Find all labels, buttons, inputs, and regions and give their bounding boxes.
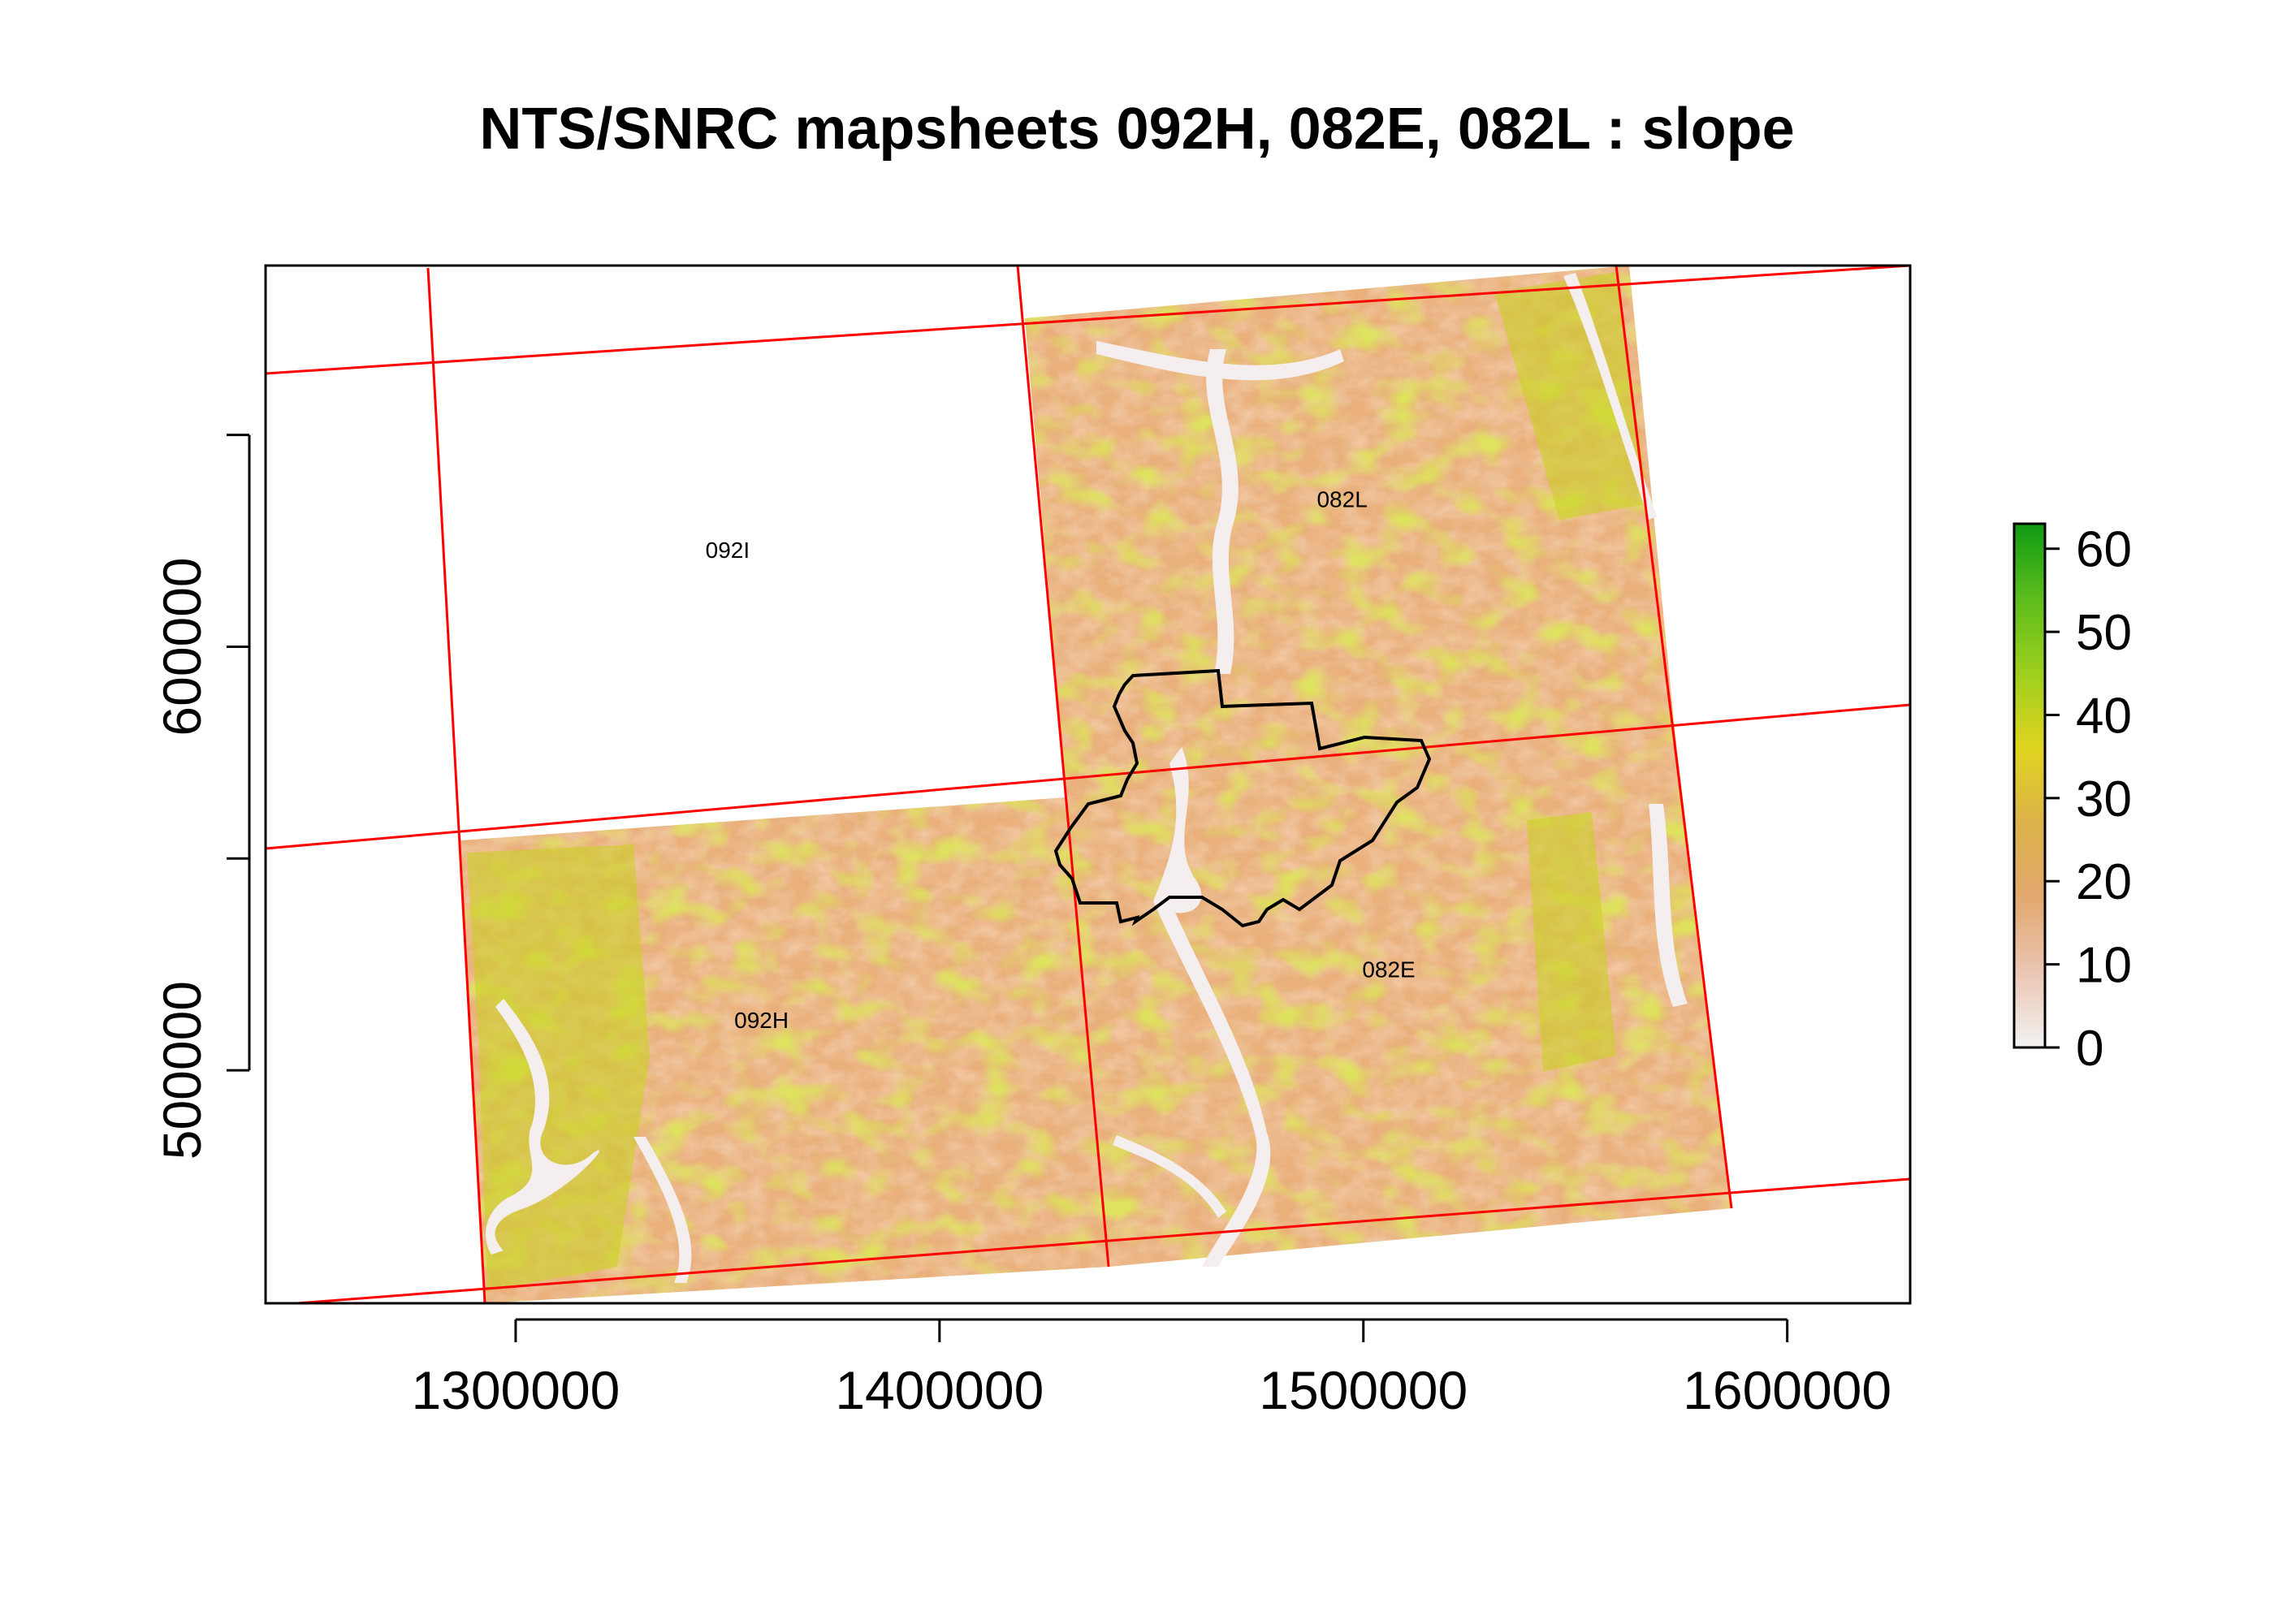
legend-tick-label: 30 [2076,771,2132,827]
mapsheet-label-092i: 092I [706,538,750,563]
y-axis: 500000 600000 [152,435,249,1160]
x-tick-label: 1300000 [411,1360,620,1420]
mapsheet-label-082l: 082L [1316,486,1367,512]
mapsheet-label-082e: 082E [1362,957,1415,982]
slope-legend: 0 10 20 30 40 50 60 [2014,522,2132,1077]
y-tick-label: 500000 [152,981,212,1160]
x-tick-label: 1600000 [1683,1360,1891,1420]
legend-tick-label: 20 [2076,854,2132,910]
mapsheet-label-092h: 092H [734,1008,789,1033]
legend-tick-label: 0 [2076,1021,2103,1077]
legend-tick-label: 50 [2076,605,2132,661]
x-axis: 1300000 1400000 1500000 1600000 [411,1320,1891,1420]
map-layers [266,266,1910,1306]
x-tick-label: 1500000 [1259,1360,1468,1420]
legend-tick-label: 60 [2076,522,2132,578]
x-tick-label: 1400000 [835,1360,1044,1420]
mapsheet-boundary-line [428,268,485,1303]
legend-tick-label: 40 [2076,688,2132,744]
y-tick-label: 600000 [152,557,212,736]
legend-tick-label: 10 [2076,938,2132,994]
legend-colorbar [2014,524,2045,1047]
